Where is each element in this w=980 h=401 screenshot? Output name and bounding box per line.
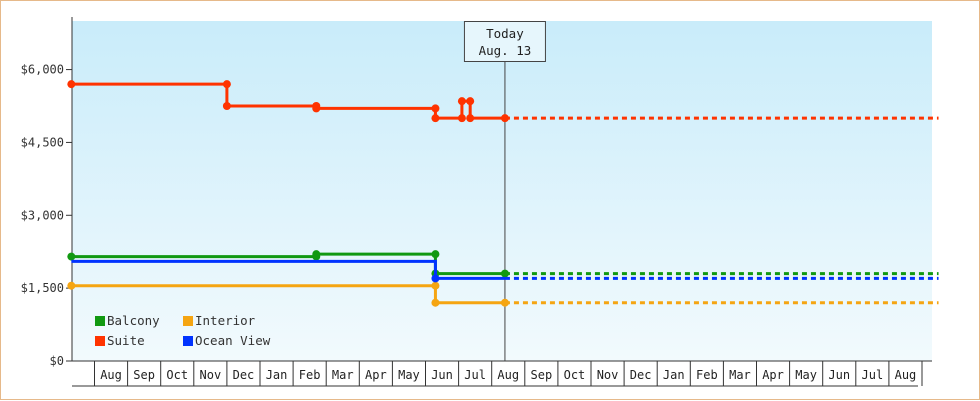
x-tick-label: Sep bbox=[133, 368, 155, 382]
legend-swatch-interior bbox=[183, 316, 193, 326]
legend-label-ocean-view: Ocean View bbox=[195, 333, 271, 348]
legend-label-interior: Interior bbox=[195, 313, 256, 328]
data-point-suite bbox=[457, 97, 466, 106]
y-tick-label: $6,000 bbox=[21, 63, 64, 77]
y-tick-label: $4,500 bbox=[21, 135, 64, 149]
data-point-ocean-view bbox=[431, 274, 440, 283]
series-line-ocean-view bbox=[71, 259, 505, 280]
x-tick-label: Dec bbox=[630, 368, 652, 382]
data-point-interior bbox=[67, 281, 76, 290]
x-tick-label: Mar bbox=[332, 368, 354, 382]
x-tick-label: Dec bbox=[233, 368, 255, 382]
x-tick-label: Jun bbox=[828, 368, 850, 382]
data-point-suite bbox=[312, 104, 321, 113]
x-tick-label: Oct bbox=[166, 368, 188, 382]
x-tick-label: Aug bbox=[100, 368, 122, 382]
data-point-interior bbox=[431, 281, 440, 290]
x-axis: Aug Sep Oct Nov Dec Jan Feb Mar Apr May Jun Jul Aug S… bbox=[72, 360, 932, 387]
x-tick-label: Sep bbox=[531, 368, 553, 382]
today-label: Today bbox=[486, 26, 524, 41]
data-point-suite bbox=[500, 114, 509, 123]
data-point-suite bbox=[222, 80, 231, 89]
today-marker: Today Aug. 13 bbox=[463, 21, 546, 361]
x-tick-label: Feb bbox=[696, 368, 718, 382]
data-point-suite bbox=[431, 104, 440, 113]
legend-label-balcony: Balcony bbox=[107, 313, 160, 328]
data-point-suite bbox=[466, 97, 475, 106]
x-tick-label: Aug bbox=[497, 368, 519, 382]
x-tick-label: Nov bbox=[200, 368, 222, 382]
x-tick-label: May bbox=[795, 368, 817, 382]
legend-swatch-suite bbox=[95, 336, 105, 346]
data-point-suite bbox=[466, 114, 475, 123]
x-tick-label: Mar bbox=[729, 368, 751, 382]
y-tick-label: $1,500 bbox=[21, 281, 64, 295]
x-tick-label: Feb bbox=[299, 368, 321, 382]
x-tick-label: Apr bbox=[365, 368, 387, 382]
x-tick-label: Nov bbox=[597, 368, 619, 382]
x-tick-label: Aug bbox=[895, 368, 917, 382]
data-point-suite bbox=[431, 114, 440, 123]
x-tick-label: Jul bbox=[464, 368, 486, 382]
legend: Balcony Interior Suite Ocean View bbox=[95, 313, 271, 348]
today-date: Aug. 13 bbox=[479, 43, 532, 58]
series-layer bbox=[67, 80, 939, 307]
data-point-interior bbox=[431, 298, 440, 307]
x-tick-label: Jul bbox=[862, 368, 884, 382]
data-point-balcony bbox=[312, 250, 321, 259]
plot-area bbox=[72, 21, 932, 361]
y-tick-label: $0 bbox=[50, 354, 64, 368]
legend-label-suite: Suite bbox=[107, 333, 145, 348]
data-point-balcony bbox=[500, 269, 509, 278]
y-axis: $0 $1,500 $3,000 $4,500 $6,000 bbox=[21, 17, 73, 368]
today-box bbox=[463, 21, 546, 62]
x-tick-label: Jan bbox=[663, 368, 685, 382]
x-tick-label: May bbox=[398, 368, 420, 382]
data-point-suite bbox=[67, 80, 76, 89]
data-point-interior bbox=[500, 298, 509, 307]
data-point-balcony bbox=[67, 252, 76, 261]
x-tick-label: Jan bbox=[266, 368, 288, 382]
series-line-interior bbox=[71, 284, 505, 305]
series-line-balcony bbox=[71, 252, 505, 276]
data-point-suite bbox=[457, 114, 466, 123]
x-tick-label: Oct bbox=[564, 368, 586, 382]
legend-swatch-balcony bbox=[95, 316, 105, 326]
data-point-suite bbox=[222, 102, 231, 110]
x-tick-label: Apr bbox=[762, 368, 784, 382]
data-point-balcony bbox=[431, 250, 440, 259]
y-tick-label: $3,000 bbox=[21, 208, 64, 222]
legend-swatch-ocean-view bbox=[183, 336, 193, 346]
x-tick-label: Jun bbox=[431, 368, 453, 382]
